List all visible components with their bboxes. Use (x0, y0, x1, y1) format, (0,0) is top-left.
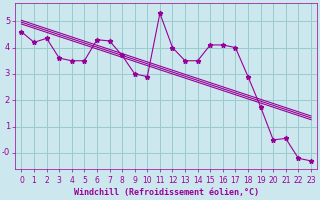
Text: 5: 5 (5, 17, 10, 26)
Text: 2: 2 (5, 96, 10, 105)
Text: 1: 1 (5, 122, 10, 131)
Text: 4: 4 (5, 43, 10, 52)
Text: -0: -0 (2, 148, 10, 157)
Text: 3: 3 (5, 69, 10, 78)
X-axis label: Windchill (Refroidissement éolien,°C): Windchill (Refroidissement éolien,°C) (74, 188, 259, 197)
